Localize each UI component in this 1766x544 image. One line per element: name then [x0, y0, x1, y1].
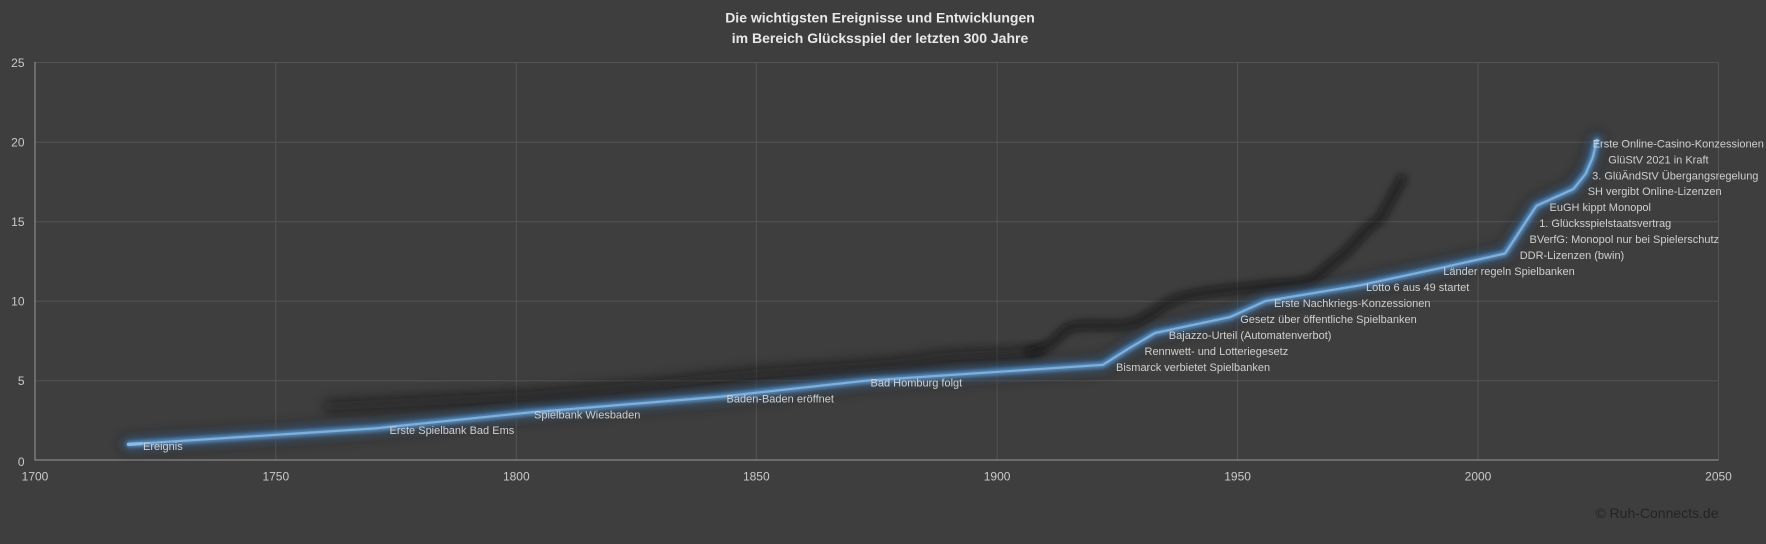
svg-text:Erste Spielbank Bad Ems: Erste Spielbank Bad Ems: [390, 425, 515, 437]
svg-text:1800: 1800: [503, 470, 530, 484]
svg-text:15: 15: [11, 215, 25, 229]
svg-text:1700: 1700: [22, 470, 49, 484]
svg-text:25: 25: [11, 56, 25, 70]
svg-text:Länder regeln Spielbanken: Länder regeln Spielbanken: [1443, 266, 1575, 278]
svg-text:1900: 1900: [984, 470, 1011, 484]
svg-text:© Ruh-Connects.de: © Ruh-Connects.de: [1595, 505, 1718, 521]
svg-text:1750: 1750: [262, 470, 289, 484]
svg-text:20: 20: [11, 136, 25, 150]
svg-text:10: 10: [11, 295, 25, 309]
svg-text:im Bereich Glücksspiel der let: im Bereich Glücksspiel der letzten 300 J…: [732, 30, 1029, 46]
svg-text:0: 0: [18, 455, 25, 469]
svg-text:Spielbank Wiesbaden: Spielbank Wiesbaden: [534, 409, 640, 421]
svg-text:Erste Nachkriegs-Konzessionen: Erste Nachkriegs-Konzessionen: [1274, 298, 1431, 310]
svg-text:SH vergibt Online-Lizenzen: SH vergibt Online-Lizenzen: [1588, 186, 1722, 198]
svg-text:Erste Online-Casino-Konzession: Erste Online-Casino-Konzessionen: [1593, 139, 1764, 151]
svg-text:BVerfG: Monopol nur bei Spiele: BVerfG: Monopol nur bei Spielerschutz: [1530, 234, 1720, 246]
svg-text:1850: 1850: [743, 470, 770, 484]
svg-text:2050: 2050: [1705, 470, 1732, 484]
svg-text:Ereignis: Ereignis: [143, 441, 183, 453]
svg-text:GlüStV 2021 in Kraft: GlüStV 2021 in Kraft: [1608, 154, 1708, 166]
svg-text:Gesetz über öffentliche Spielb: Gesetz über öffentliche Spielbanken: [1240, 314, 1417, 326]
svg-text:2000: 2000: [1465, 470, 1492, 484]
svg-text:1. Glücksspielstaatsvertrag: 1. Glücksspielstaatsvertrag: [1539, 218, 1671, 230]
svg-text:5: 5: [18, 374, 25, 388]
svg-text:EuGH kippt Monopol: EuGH kippt Monopol: [1550, 202, 1652, 214]
svg-text:Bad Homburg folgt: Bad Homburg folgt: [871, 378, 963, 390]
svg-text:Baden-Baden eröffnet: Baden-Baden eröffnet: [727, 394, 834, 406]
svg-text:3. GlüÄndStV Übergangsregelung: 3. GlüÄndStV Übergangsregelung: [1592, 170, 1758, 182]
svg-text:DDR-Lizenzen (bwin): DDR-Lizenzen (bwin): [1520, 250, 1625, 262]
svg-text:Lotto 6 aus 49 startet: Lotto 6 aus 49 startet: [1366, 282, 1469, 294]
svg-text:Bismarck verbietet Spielbanken: Bismarck verbietet Spielbanken: [1116, 362, 1270, 374]
svg-text:Bajazzo-Urteil (Automatenverbo: Bajazzo-Urteil (Automatenverbot): [1169, 330, 1332, 342]
svg-text:1950: 1950: [1224, 470, 1251, 484]
svg-text:Die wichtigsten Ereignisse und: Die wichtigsten Ereignisse und Entwicklu…: [725, 9, 1035, 25]
svg-text:Rennwett- und Lotteriegesetz: Rennwett- und Lotteriegesetz: [1145, 346, 1289, 358]
